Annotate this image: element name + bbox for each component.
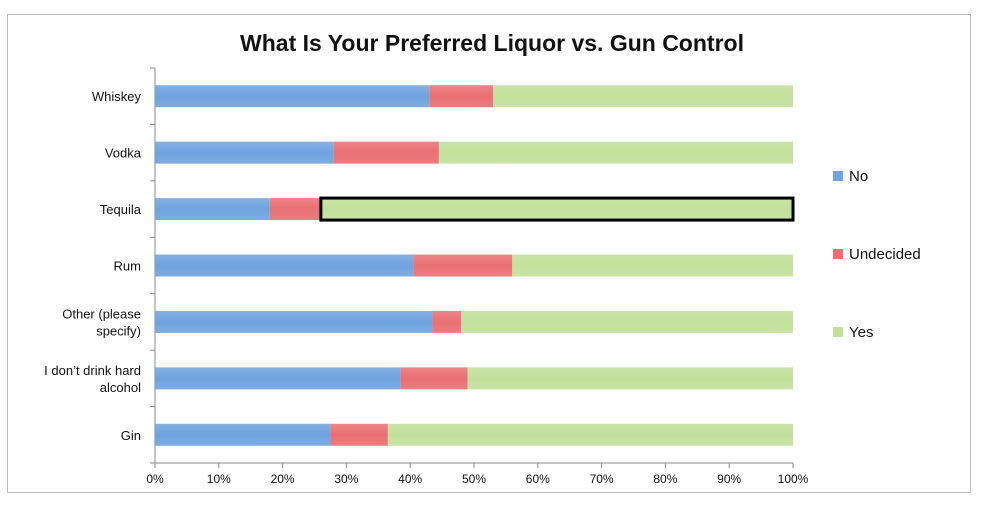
legend-label-no: No <box>849 168 868 185</box>
legend-label-undecided: Undecided <box>849 246 921 263</box>
bar-yes <box>387 423 793 446</box>
x-tick-label: 90% <box>717 472 741 486</box>
bar-undecided <box>413 254 513 277</box>
bar-undecided <box>269 198 321 221</box>
bar-undecided <box>330 423 388 446</box>
category-label: I don’t drink hard alcohol <box>44 363 141 395</box>
bar-no <box>155 254 414 277</box>
bar-no <box>155 198 270 221</box>
x-tick-label: 50% <box>462 472 486 486</box>
category-label: Other (please specify) <box>62 306 141 338</box>
bar-yes <box>438 141 793 164</box>
bar-undecided <box>400 367 468 390</box>
category-label: Rum <box>114 259 141 274</box>
category-label: Vodka <box>105 146 142 161</box>
bar-yes <box>461 310 793 333</box>
x-tick-label: 40% <box>398 472 422 486</box>
legend-swatch-undecided <box>833 249 843 259</box>
category-label: Gin <box>121 428 141 443</box>
x-tick-label: 60% <box>526 472 550 486</box>
legend-swatch-yes <box>833 327 843 337</box>
legend-swatch-no <box>833 171 843 181</box>
x-tick-label: 100% <box>778 472 809 486</box>
x-tick-label: 30% <box>334 472 358 486</box>
bar-yes <box>320 198 793 221</box>
category-label: Whiskey <box>92 89 142 104</box>
chart-title: What Is Your Preferred Liquor vs. Gun Co… <box>240 30 744 56</box>
x-tick-label: 20% <box>271 472 295 486</box>
legend-label-yes: Yes <box>849 324 873 341</box>
x-tick-label: 10% <box>207 472 231 486</box>
bar-no <box>155 367 401 390</box>
bar-no <box>155 85 430 108</box>
category-label: Tequila <box>100 202 142 217</box>
bar-no <box>155 423 331 446</box>
x-tick-label: 0% <box>146 472 164 486</box>
bar-yes <box>512 254 793 277</box>
bar-yes <box>467 367 793 390</box>
bar-no <box>155 141 334 164</box>
bar-no <box>155 310 433 333</box>
highlighted-bar-outline <box>319 196 795 222</box>
x-tick-label: 70% <box>590 472 614 486</box>
bar-undecided <box>429 85 494 108</box>
x-tick-label: 80% <box>653 472 677 486</box>
bar-undecided <box>432 310 462 333</box>
bar-undecided <box>333 141 439 164</box>
bar-yes <box>493 85 793 108</box>
